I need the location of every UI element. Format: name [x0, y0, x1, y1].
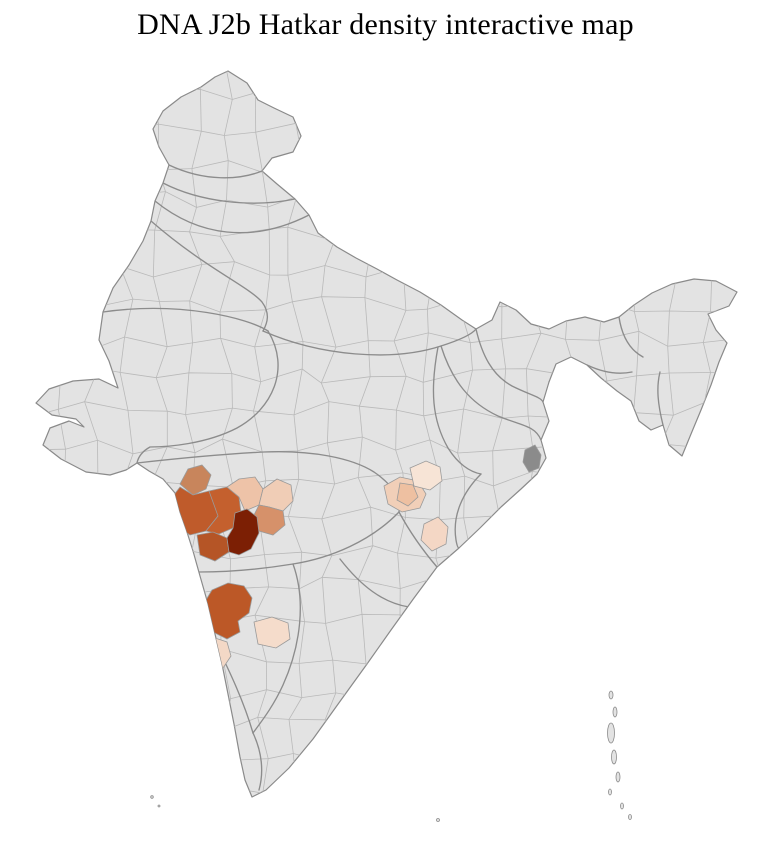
state-boundary [432, 346, 482, 475]
island-shape[interactable] [608, 690, 614, 700]
map-title: DNA J2b Hatkar density interactive map [137, 8, 634, 41]
district-boundary-line [36, 751, 737, 769]
district-boundary-line [36, 330, 730, 349]
district-d13[interactable] [396, 482, 419, 507]
district-boundary-line [16, 66, 33, 832]
district-boundary-line [36, 190, 737, 210]
island-shape[interactable] [607, 722, 615, 744]
district-boundary-line [23, 52, 737, 69]
district-d8[interactable] [226, 508, 260, 556]
state-boundary [586, 364, 633, 374]
island-shape[interactable] [150, 795, 154, 799]
district-boundary-line [36, 785, 737, 797]
state-boundaries [102, 164, 664, 791]
island-shape[interactable] [611, 749, 617, 765]
district-boundary-line [592, 71, 611, 797]
state-boundary [440, 345, 542, 441]
state-boundary [252, 563, 301, 734]
state-boundary [618, 316, 644, 358]
district-boundary-line [728, 71, 737, 797]
island-shape[interactable] [436, 818, 440, 822]
district-boundary-line [36, 86, 737, 103]
district-boundary-line [36, 155, 737, 174]
district-d11[interactable] [253, 616, 291, 649]
district-boundary-line [36, 226, 732, 242]
island-shape[interactable] [157, 804, 161, 808]
state-boundary [136, 330, 279, 464]
state-boundary [102, 307, 269, 332]
state-boundary [454, 473, 482, 549]
island-shape[interactable] [612, 706, 618, 718]
state-boundary [398, 511, 438, 568]
district-d14[interactable] [409, 460, 443, 491]
state-boundary [262, 328, 477, 356]
state-boundary [657, 371, 664, 426]
district-boundary-line [627, 71, 646, 797]
andaman-nicobar-and-lakshadweep-islands[interactable] [150, 690, 632, 822]
state-boundary [475, 328, 544, 403]
district-boundary-line [36, 645, 737, 665]
district-boundary-line [560, 71, 578, 797]
island-shape[interactable] [620, 802, 624, 810]
district-boundary-line [36, 122, 735, 138]
district-boundary-line [36, 716, 737, 735]
district-d15[interactable] [420, 516, 449, 552]
district-boundary-line [23, 821, 733, 838]
state-boundary [168, 164, 263, 179]
india-outline[interactable] [35, 70, 738, 798]
state-boundary [154, 200, 310, 234]
district-d16[interactable] [522, 444, 542, 473]
highlighted-districts [167, 444, 542, 669]
island-shape[interactable] [615, 771, 621, 783]
state-boundary [150, 220, 269, 332]
island-shape[interactable] [628, 814, 632, 820]
district-boundary-line [36, 681, 736, 700]
state-boundary [162, 182, 296, 204]
island-shape[interactable] [608, 788, 612, 796]
district-boundary-line [694, 71, 713, 797]
district-boundary-line [36, 368, 734, 384]
state-boundary [548, 381, 579, 386]
state-boundary [252, 732, 263, 791]
